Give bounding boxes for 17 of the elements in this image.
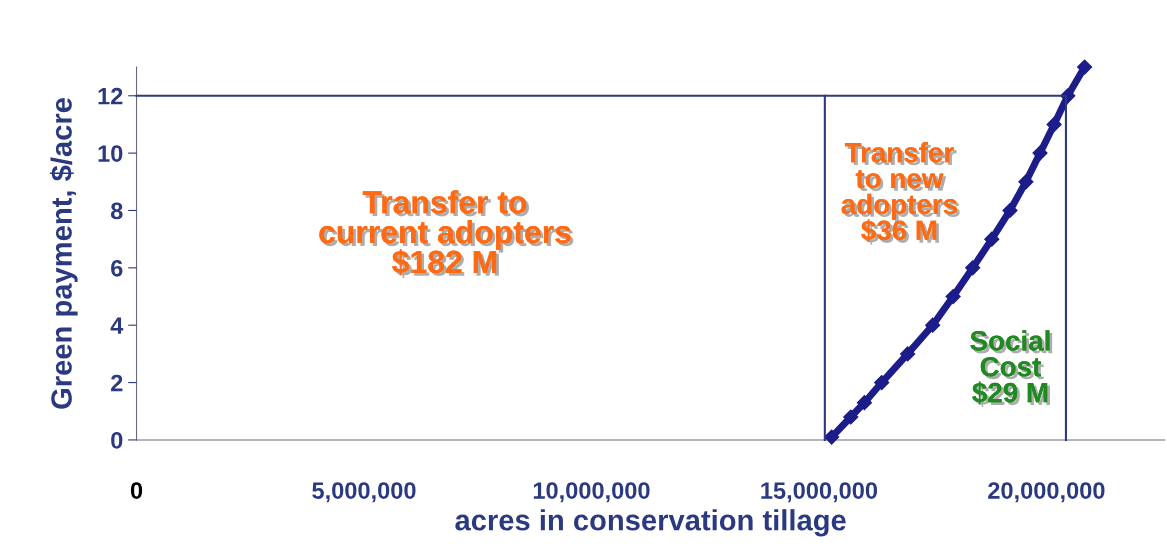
y-axis-title: Green payment, $/acre xyxy=(49,98,78,409)
annotation: Social Cost $29 M xyxy=(970,330,1053,408)
x-tick-label: 5,000,000 xyxy=(312,482,416,503)
y-tick-label: 12 xyxy=(98,87,123,105)
y-tick-label: 6 xyxy=(111,259,123,277)
x-tick-label: 0 xyxy=(130,482,143,499)
y-tick-label: 10 xyxy=(98,145,123,162)
y-tick-label: 2 xyxy=(111,374,123,392)
annotation: Transfer to current adopters $182 M xyxy=(319,190,574,279)
y-tick-label: 0 xyxy=(111,432,123,449)
y-tick-label: 8 xyxy=(110,202,123,220)
annotation: Transfer to new adopters $36 M xyxy=(841,142,960,245)
y-tick-label: 4 xyxy=(110,317,124,334)
x-axis-title: acres in conservation tillage xyxy=(455,509,846,537)
x-tick-label: 15,000,000 xyxy=(761,482,878,503)
x-tick-label: 20,000,000 xyxy=(988,482,1105,503)
x-tick-label: 10,000,000 xyxy=(533,482,650,503)
